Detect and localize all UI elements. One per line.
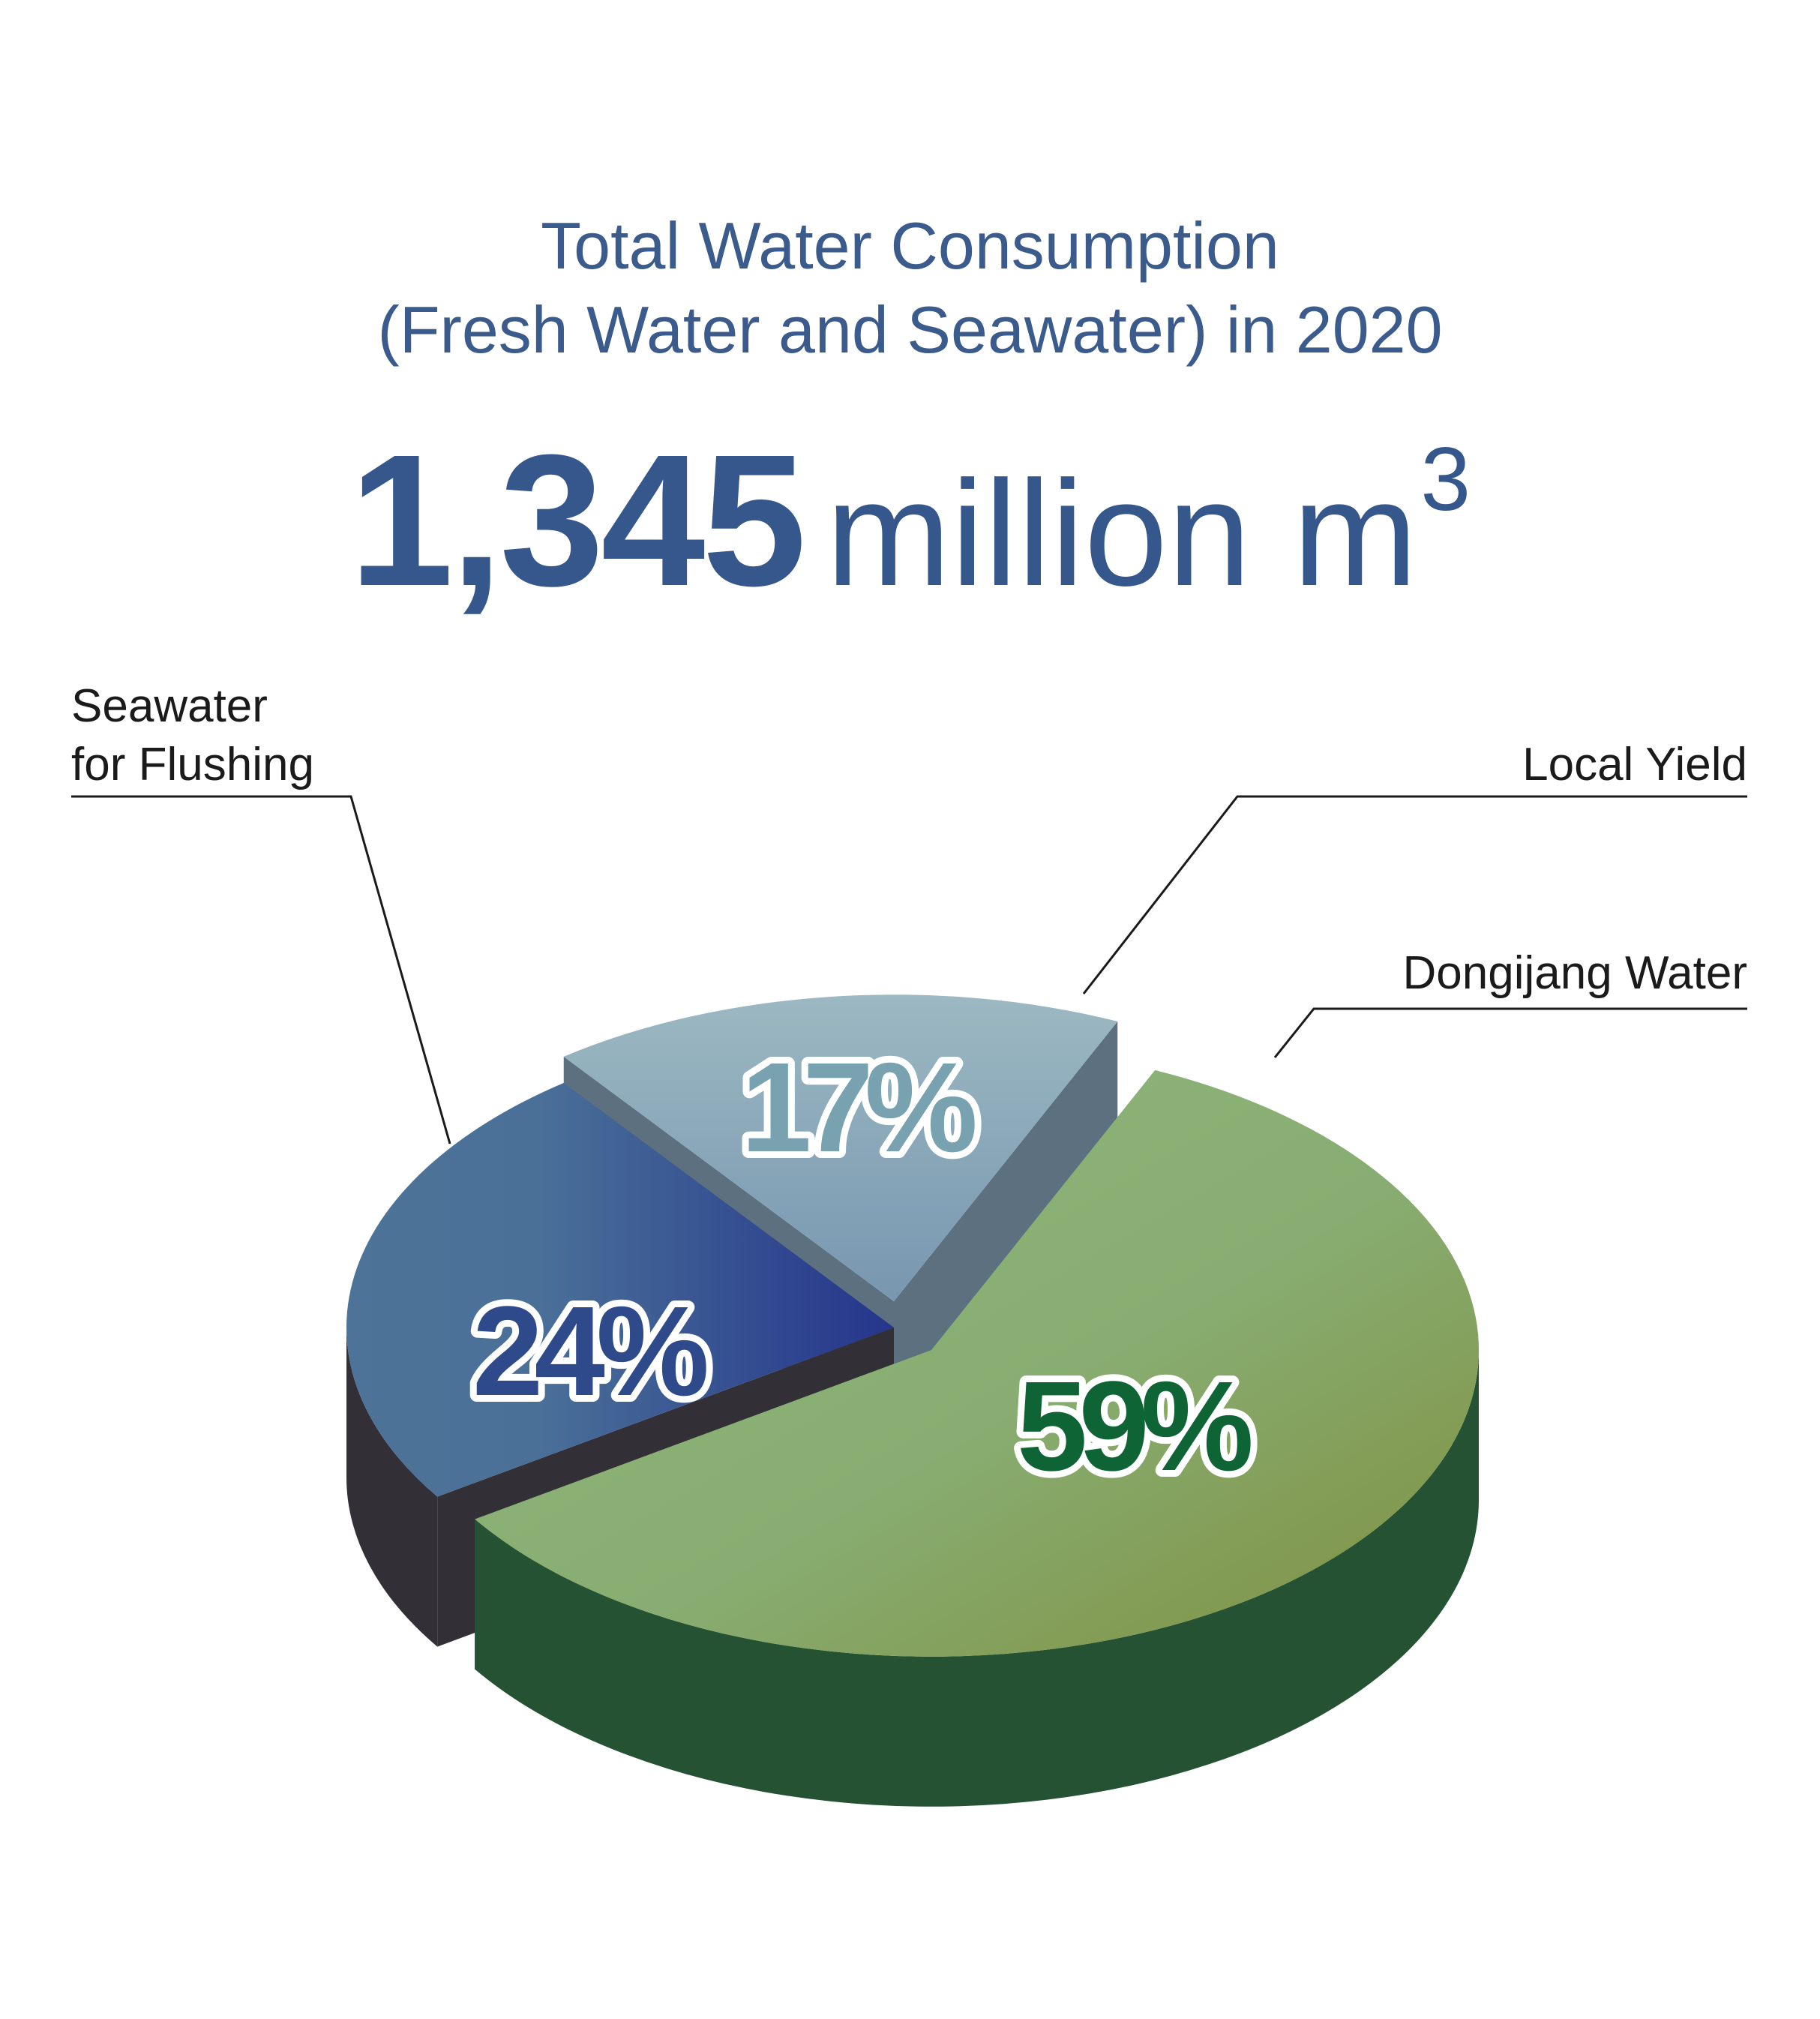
callout-local-yield: Local Yield [1522, 739, 1747, 790]
slice-label-seawater: 24% [472, 1280, 706, 1423]
chart-title-line-1: Total Water Consumption [541, 208, 1279, 283]
callout-seawater-line2: for Flushing [71, 739, 314, 790]
chart-title-line-2: (Fresh Water and Seawater) in 2020 [377, 292, 1443, 367]
callout-line-local-yield [1082, 795, 1747, 994]
total-value: 1,345 [349, 416, 807, 625]
pie-side-seawater [346, 1328, 438, 1647]
total-unit-superscript: 3 [1420, 429, 1471, 530]
slice-label-local-yield: 17% [741, 1036, 975, 1179]
callout-dongjiang: Dongijang Water [1403, 947, 1748, 999]
callout-seawater-line1: Seawater [71, 680, 268, 732]
pie-top-local-yield [563, 994, 1118, 1301]
callout-line-dongjiang [1273, 1007, 1747, 1058]
slice-label-dongjiang: 59% [1017, 1355, 1251, 1498]
pie-slices [346, 994, 1479, 1807]
pie-side-dongjiang [475, 1350, 1479, 1807]
callout-line-seawater [71, 795, 451, 1144]
pie-top-seawater [346, 1082, 894, 1497]
total-unit: million m [826, 450, 1418, 617]
callout-lines [71, 795, 1747, 1144]
total-consumption: 1,345 million m3 [0, 412, 1820, 628]
pie-top-dongjiang [475, 1070, 1479, 1657]
